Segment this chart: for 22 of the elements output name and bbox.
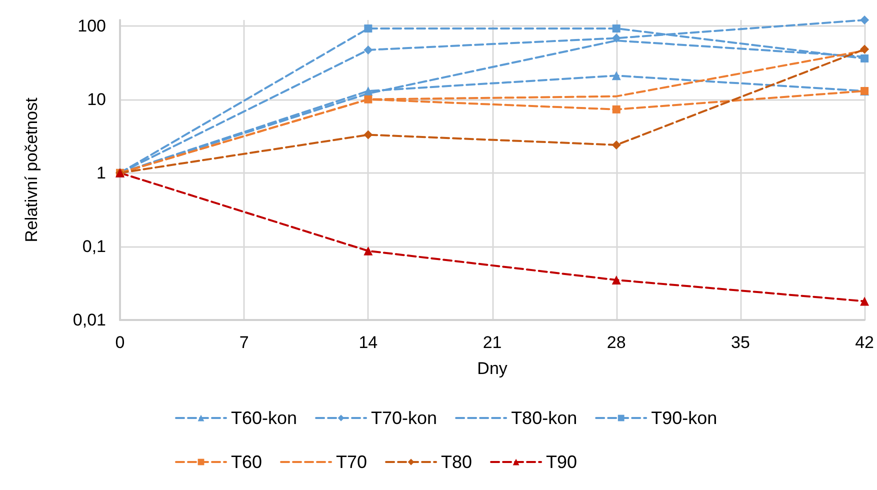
legend-label: T60 [231, 452, 262, 472]
legend-label: T90 [546, 452, 578, 472]
y-tick-label: 0,01 [72, 310, 106, 330]
x-tick-label: 14 [358, 333, 378, 352]
y-axis-title: Relativní početnost [22, 97, 41, 242]
legend-label: T70-kon [371, 408, 438, 428]
x-tick-label: 0 [115, 333, 125, 352]
x-tick-label: 35 [730, 333, 750, 352]
x-tick-label: 42 [855, 333, 874, 352]
y-tick-label: 10 [87, 90, 106, 109]
y-tick-label: 1 [96, 163, 106, 182]
legend-label: T90-kon [651, 408, 718, 428]
x-tick-label: 7 [239, 333, 249, 352]
y-tick-label: 100 [78, 16, 106, 36]
legend-label: T60-kon [231, 408, 298, 428]
legend-label: T70 [336, 452, 368, 472]
y-tick-label: 0,1 [82, 236, 106, 256]
x-tick-label: 21 [482, 333, 502, 352]
x-tick-label: 28 [606, 333, 626, 352]
legend-label: T80-kon [511, 408, 578, 428]
x-axis-title: Dny [477, 359, 508, 378]
legend-label: T80 [441, 452, 472, 472]
